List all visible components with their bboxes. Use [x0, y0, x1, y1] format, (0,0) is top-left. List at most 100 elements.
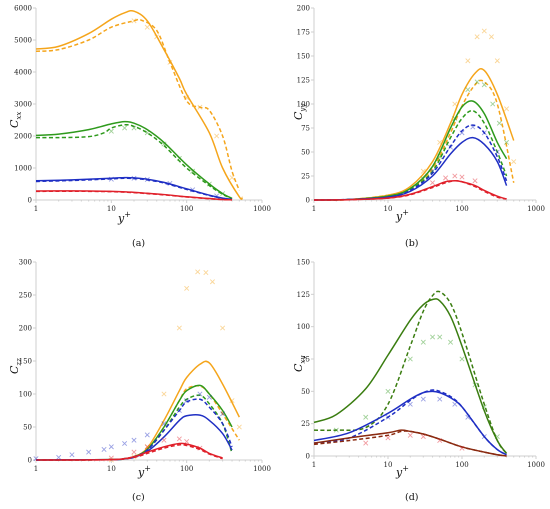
marker-point-c [144, 432, 150, 438]
marker-point-d [472, 382, 478, 388]
ylabel-d: Cxy [292, 355, 307, 372]
marker-point-c [176, 325, 182, 331]
marker-point-c [184, 398, 190, 404]
y-tick-label-b: 125 [297, 77, 310, 85]
marker-point-b [452, 101, 458, 107]
series-line-a-0 [35, 9, 244, 200]
series-line-c-5 [35, 414, 233, 461]
y-tick-label-b: 50 [301, 149, 310, 157]
marker-point-a [190, 168, 196, 174]
marker-point-d [333, 427, 339, 433]
marker-point-c [101, 446, 107, 452]
marker-point-a [214, 133, 220, 139]
marker-point-a [144, 177, 150, 183]
xlabel-a: y+ [117, 210, 131, 225]
y-tick-label-c: 100 [19, 391, 32, 399]
xlabel-b: y+ [395, 208, 409, 223]
marker-point-a [197, 104, 203, 110]
y-tick-label-d: 100 [297, 323, 310, 331]
x-tick-label-b: 100 [455, 205, 468, 213]
marker-point-a [214, 193, 220, 199]
marker-point-d [420, 339, 426, 345]
series-line-b-10 [313, 179, 507, 201]
marker-point-c [176, 436, 182, 442]
y-tick-label-a: 6000 [14, 5, 32, 13]
x-tick-label-d: 10 [384, 461, 393, 469]
marker-point-b [504, 139, 510, 145]
y-tick-label-b: 175 [297, 29, 310, 37]
caption-d: (d) [405, 492, 419, 503]
marker-point-d [481, 434, 487, 440]
marker-point-c [206, 394, 212, 400]
marker-point-a [190, 187, 196, 193]
marker-point-d [465, 414, 471, 420]
marker-point-a [144, 24, 150, 30]
y-tick-label-d: 50 [301, 388, 310, 396]
marker-point-b [490, 101, 496, 107]
y-tick-label-a: 4000 [14, 69, 32, 77]
marker-point-d [481, 404, 487, 410]
marker-point-d [385, 414, 391, 420]
series-line-b-6 [313, 136, 508, 201]
x-tick-label-d: 1 [312, 461, 316, 469]
marker-point-a [167, 180, 173, 186]
marker-point-d [430, 334, 436, 340]
series-line-a-4 [35, 123, 233, 200]
marker-point-d [407, 356, 413, 362]
series-line-a-10 [35, 190, 233, 201]
marker-point-b [452, 115, 458, 121]
series-line-d-4 [313, 389, 507, 456]
y-tick-label-d: 75 [301, 356, 310, 364]
marker-point-c [131, 449, 137, 455]
y-tick-label-c: 150 [19, 358, 32, 366]
marker-point-c [161, 391, 167, 397]
series-line-b-7 [313, 124, 508, 201]
marker-point-d [420, 396, 426, 402]
x-tick-label-a: 1 [34, 205, 38, 213]
marker-point-a [167, 59, 173, 65]
marker-point-c [220, 325, 226, 331]
x-tick-label-c: 1 [34, 465, 38, 473]
marker-point-d [407, 432, 413, 438]
marker-point-a [144, 130, 150, 136]
marker-point-c [108, 455, 114, 461]
marker-point-d [385, 435, 391, 441]
marker-point-b [437, 154, 443, 160]
marker-point-a [108, 176, 114, 182]
series-line-c-0 [35, 360, 240, 461]
marker-point-c [69, 452, 75, 458]
marker-point-a [229, 175, 235, 181]
y-tick-label-d: 25 [301, 420, 310, 428]
marker-point-c [236, 424, 242, 430]
marker-point-c [184, 439, 190, 445]
marker-point-b [488, 34, 494, 40]
marker-point-b [481, 82, 487, 88]
marker-point-b [443, 175, 449, 181]
marker-point-b [496, 120, 502, 126]
y-tick-label-c: 300 [19, 259, 32, 267]
marker-point-c [197, 391, 203, 397]
marker-point-c [220, 411, 226, 417]
series-line-d-3 [313, 390, 507, 456]
y-tick-label-c: 0 [28, 457, 32, 465]
marker-point-c [197, 445, 203, 451]
caption-c: (c) [132, 492, 145, 503]
marker-point-d [437, 437, 443, 443]
marker-point-a [108, 128, 114, 134]
marker-point-b [465, 87, 471, 93]
panel-a: Cxx y+ (a) [8, 112, 145, 249]
caption-b: (b) [405, 238, 419, 249]
marker-point-a [176, 155, 182, 161]
marker-point-c [176, 407, 182, 414]
marker-point-d [494, 434, 500, 440]
marker-point-b [430, 168, 436, 174]
marker-point-b [472, 178, 478, 184]
series-line-b-1 [313, 79, 515, 201]
marker-point-b [437, 139, 443, 145]
x-tick-label-d: 100 [455, 461, 468, 469]
marker-point-a [131, 18, 137, 24]
x-tick-label-a: 1000 [253, 205, 271, 213]
x-tick-label-b: 10 [384, 205, 393, 213]
marker-point-d [363, 440, 369, 446]
xlabel-c: y+ [137, 464, 151, 479]
